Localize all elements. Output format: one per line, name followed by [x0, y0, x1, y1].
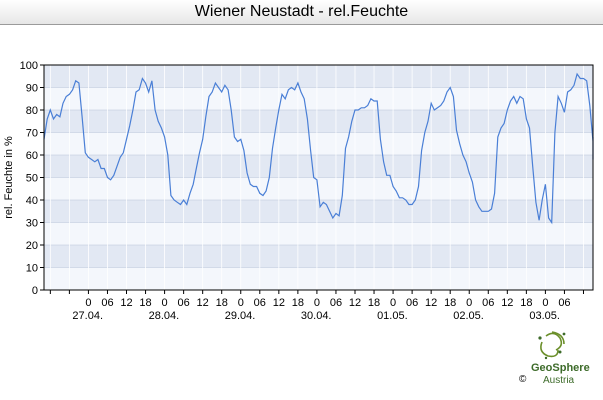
series-line-humidity: [43, 72, 594, 225]
copyright-symbol: ©: [519, 374, 527, 385]
x-tick-label: 12: [273, 297, 285, 309]
chart-title: Wiener Neustadt - rel.Feuchte: [194, 3, 409, 20]
x-tick-label: 12: [120, 297, 132, 309]
x-tick-label: 18: [216, 297, 228, 309]
x-tick-label: 0: [390, 297, 396, 309]
date-label: 27.04.: [72, 310, 103, 322]
y-tick-label: 80: [26, 105, 38, 117]
date-label: 01.05.: [377, 310, 408, 322]
y-tick-label: 60: [26, 150, 38, 162]
y-tick-label: 10: [26, 263, 38, 275]
y-tick-label: 70: [26, 128, 38, 140]
x-tick-label: 12: [197, 297, 209, 309]
y-tick-label: 100: [20, 60, 38, 72]
date-label: 03.05.: [529, 310, 560, 322]
logo-text-austria: Austria: [543, 375, 575, 386]
y-tick-label: 0: [32, 285, 38, 297]
date-label: 02.05.: [453, 310, 484, 322]
date-label: 28.04.: [149, 310, 180, 322]
x-tick-label: 18: [368, 297, 380, 309]
y-tick-label: 20: [26, 240, 38, 252]
geosphere-logo-icon: [538, 331, 566, 360]
x-tick-label: 06: [254, 297, 266, 309]
plot-band: [44, 155, 593, 178]
y-axis-ticks: 0 10 20 30 40 50 60 70 80 90 100: [20, 60, 44, 297]
x-tick-label: 0: [466, 297, 472, 309]
x-axis-ticks: 0 06 12 18 0 06 12 18 0 06 12 18 0 06 12 18 0 06 12 18 0 06 12…: [49, 290, 584, 322]
y-tick-label: 30: [26, 218, 38, 230]
plot-frame: [43, 64, 594, 291]
x-tick-label: 0: [238, 297, 244, 309]
y-tick-label: 90: [26, 83, 38, 95]
grid-lines: [44, 64, 593, 291]
x-tick-label: 06: [178, 297, 190, 309]
x-tick-label: 06: [406, 297, 418, 309]
y-tick-label: 50: [26, 173, 38, 185]
x-tick-label: 12: [425, 297, 437, 309]
x-tick-label: 06: [101, 297, 113, 309]
logo-text-geosphere: GeoSphere: [531, 362, 590, 374]
x-tick-label: 06: [330, 297, 342, 309]
x-tick-label: 18: [520, 297, 532, 309]
x-tick-label: 06: [558, 297, 570, 309]
date-label: 30.04.: [301, 310, 332, 322]
plot-band: [44, 245, 593, 268]
y-tick-label: 40: [26, 195, 38, 207]
date-label: 29.04.: [225, 310, 256, 322]
x-tick-label: 18: [139, 297, 151, 309]
plot-band: [44, 200, 593, 223]
x-tick-label: 0: [85, 297, 91, 309]
x-tick-label: 0: [162, 297, 168, 309]
y-axis-label: rel. Feuchte in %: [3, 136, 15, 219]
x-tick-label: 18: [444, 297, 456, 309]
x-tick-label: 12: [349, 297, 361, 309]
x-tick-label: 0: [314, 297, 320, 309]
x-tick-label: 18: [292, 297, 304, 309]
x-tick-label: 06: [482, 297, 494, 309]
title-bar: Wiener Neustadt - rel.Feuchte: [0, 0, 603, 25]
plot-band: [44, 65, 593, 88]
x-tick-label: 0: [542, 297, 548, 309]
x-tick-label: 12: [501, 297, 513, 309]
